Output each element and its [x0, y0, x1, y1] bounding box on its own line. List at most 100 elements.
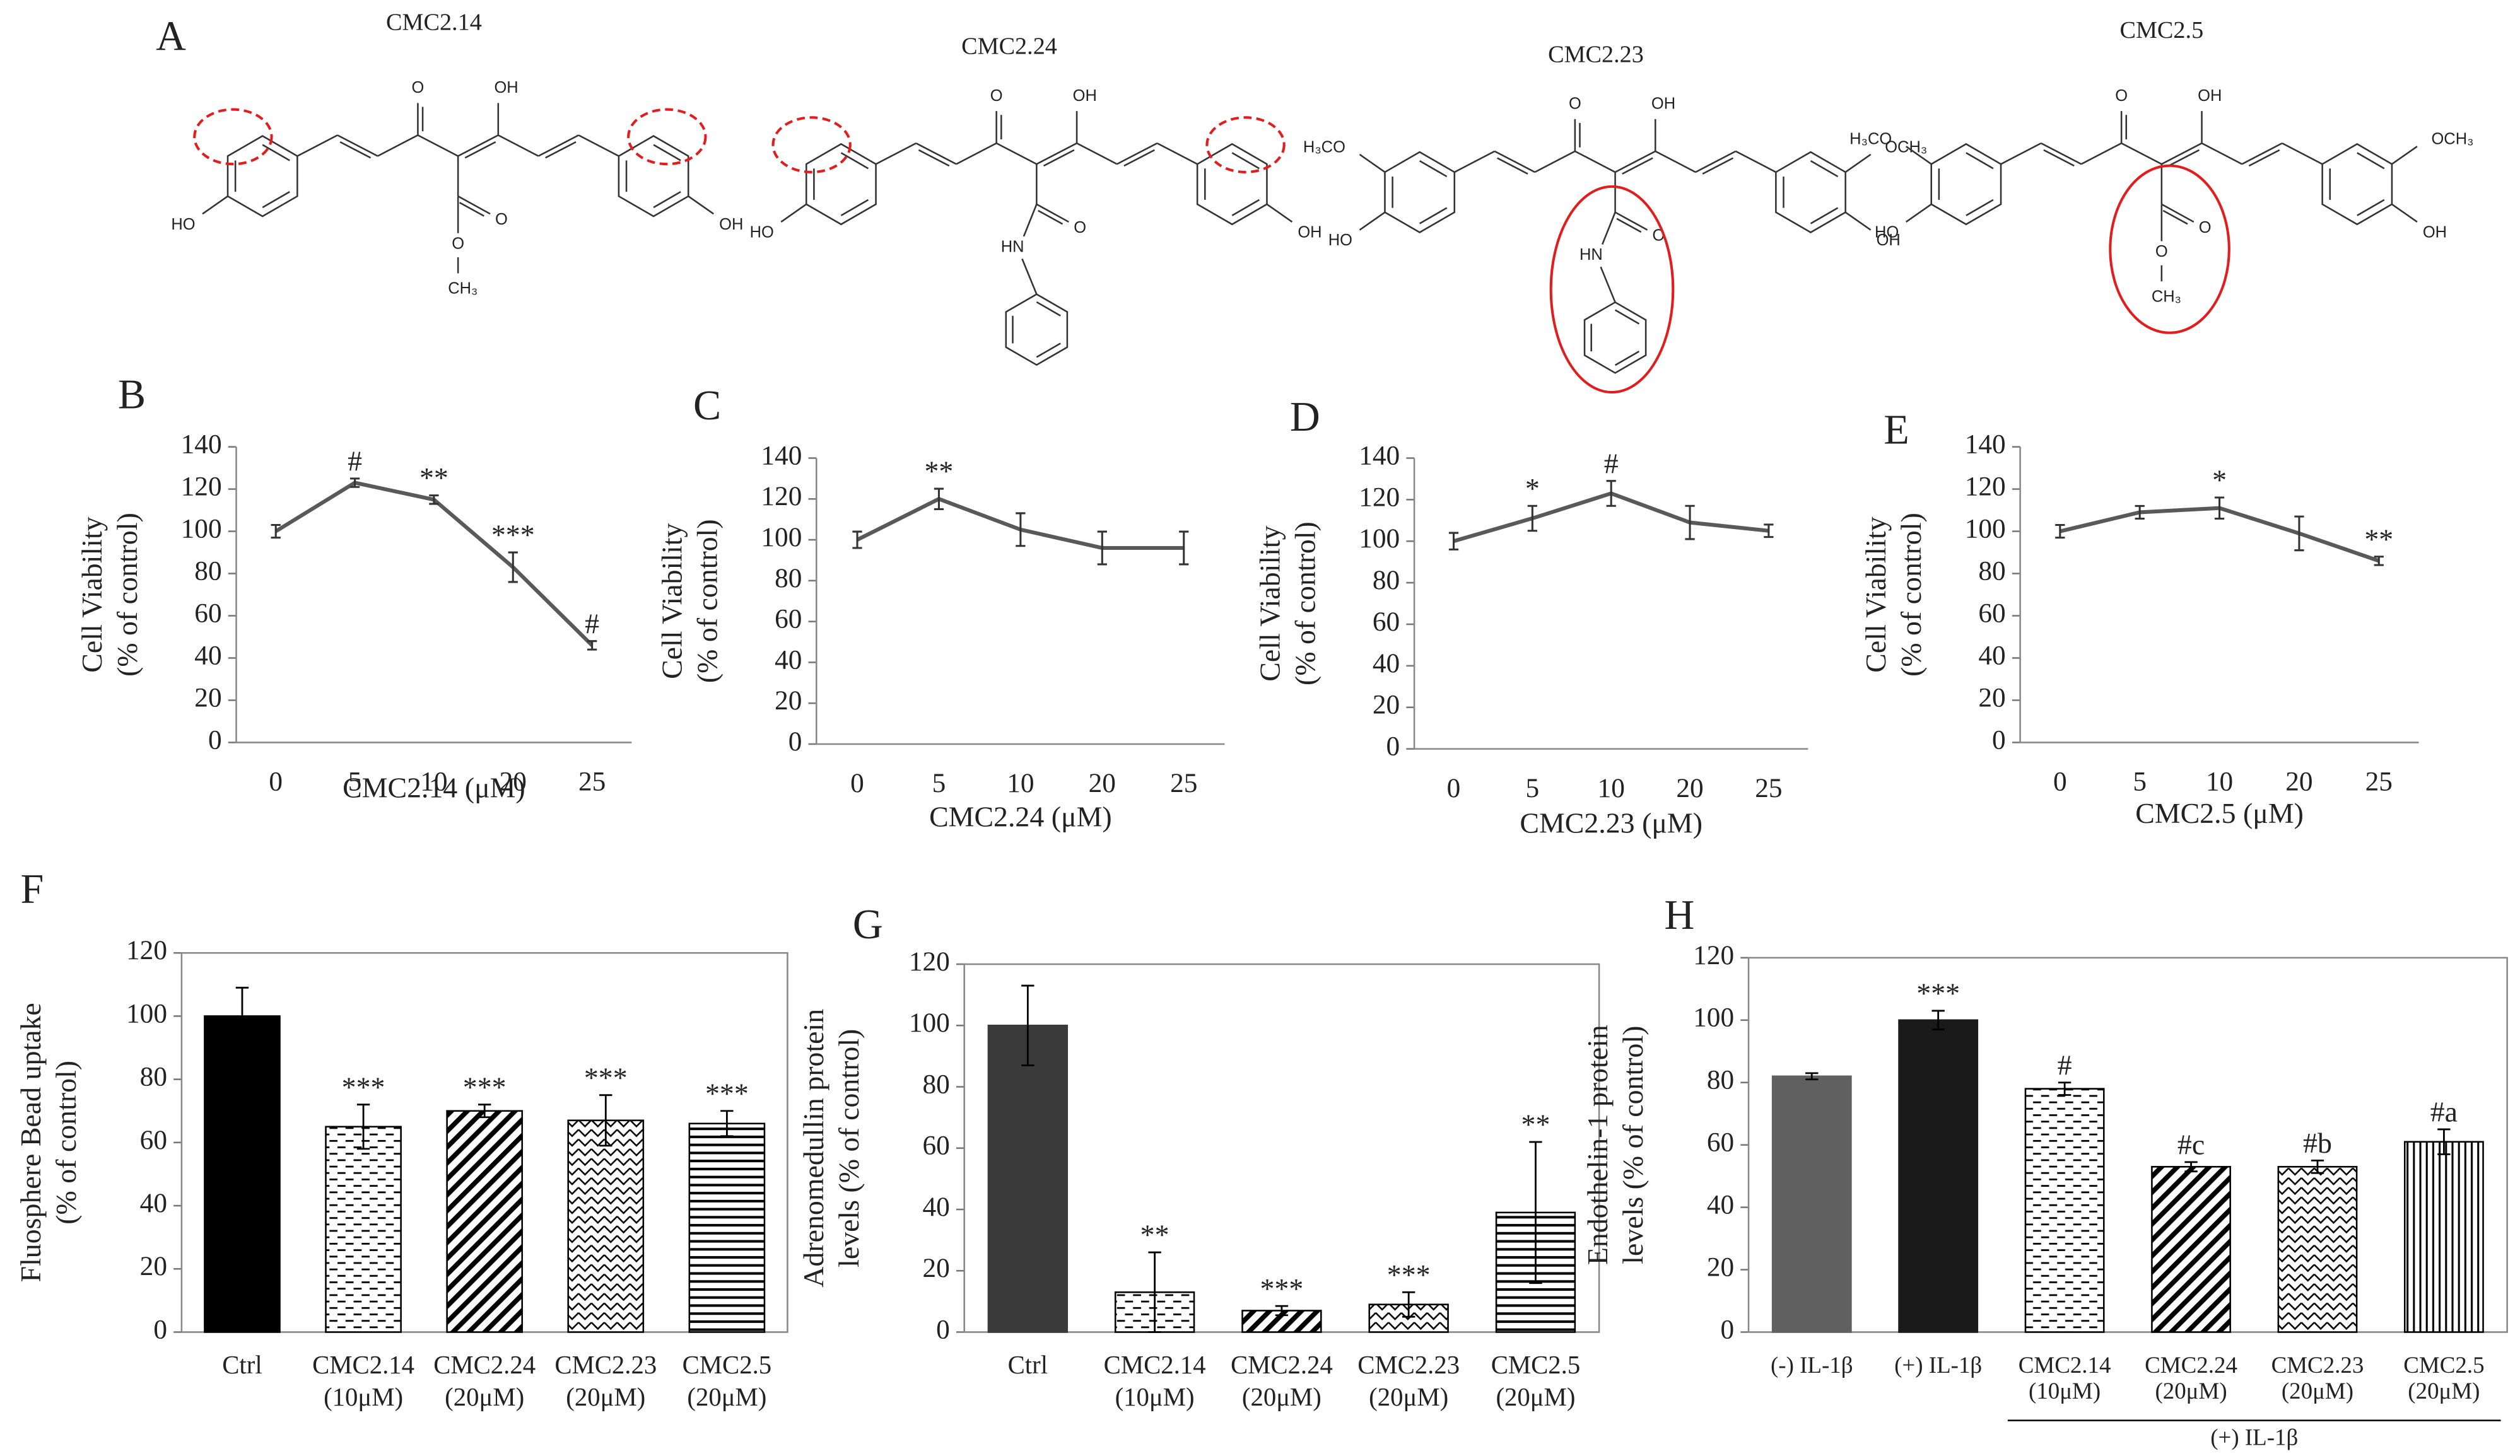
x-tick-label: (20μM) [2155, 1378, 2227, 1404]
atom-label: O [412, 79, 425, 96]
y-tick-label: 140 [1965, 429, 2006, 460]
atom-label: O [2199, 219, 2212, 236]
x-tick-label: (-) IL-1β [1771, 1352, 1853, 1378]
y-tick-label: 0 [153, 1314, 167, 1344]
line [274, 480, 594, 647]
atom-label: OH [2423, 224, 2447, 242]
x-tick-label: CMC2.24 [1231, 1351, 1333, 1379]
error-bar [1764, 523, 1774, 539]
bar [446, 1110, 523, 1333]
ring-bond [262, 144, 290, 161]
bond [498, 134, 539, 157]
bond [1695, 150, 1737, 173]
significance-label: # [348, 445, 362, 477]
error-bar [1021, 984, 1034, 1066]
x-tick-label: (20μM) [2282, 1378, 2353, 1404]
bond [1036, 142, 1077, 165]
ring [1930, 143, 2002, 226]
bond [956, 142, 997, 165]
atom-label: O [452, 235, 464, 252]
y-tick-label: 40 [1373, 648, 1400, 678]
x-tick-label: 5 [2133, 767, 2147, 797]
bond [2391, 203, 2418, 223]
error-bar [508, 551, 518, 583]
ring [2321, 143, 2393, 226]
significance-label: #a [2430, 1096, 2458, 1128]
significance-label: ** [1521, 1109, 1550, 1141]
significance-label: * [2212, 464, 2227, 496]
error-bar [478, 1104, 491, 1119]
error-bar [587, 640, 597, 651]
y-axis-label: (% of control) [50, 1061, 82, 1225]
y-tick-label: 60 [775, 604, 802, 634]
bond [1497, 157, 1528, 175]
bond [1844, 211, 1872, 231]
x-tick-label: CMC2.23 [1357, 1351, 1460, 1379]
significance-label: ** [1140, 1219, 1169, 1251]
bond [202, 195, 228, 215]
bond [459, 202, 484, 217]
x-tick-label: CMC2.23 [554, 1351, 657, 1379]
y-axis-label: levels (% of control) [1617, 1026, 1649, 1264]
bond [2161, 142, 2203, 165]
x-tick-label: 20 [1676, 773, 1703, 803]
y-tick-label: 80 [1707, 1065, 1734, 1095]
y-tick-label: 20 [775, 685, 802, 716]
error-bar [1529, 1141, 1542, 1284]
x-axis-label: CMC2.24 (μM) [929, 800, 1112, 832]
bond [688, 195, 714, 215]
x-tick-label: CMC2.5 [2403, 1352, 2484, 1378]
error-bar [271, 523, 281, 539]
bond [1123, 149, 1155, 167]
y-tick-label: 120 [1965, 472, 2006, 502]
bar [2151, 1166, 2231, 1333]
bond [1266, 203, 1293, 223]
bar [567, 1119, 645, 1333]
bond [2168, 149, 2200, 167]
error-bar [1097, 530, 1107, 566]
x-tick-label: 10 [420, 767, 447, 797]
bond [996, 142, 1037, 165]
bond [1614, 211, 1648, 231]
ring-bond [1036, 342, 1061, 358]
group-label: (+) IL-1β [2210, 1424, 2298, 1451]
bond [1036, 203, 1069, 223]
y-tick-label: 0 [208, 725, 222, 755]
ring-bond [1810, 207, 1839, 224]
significance-label: ** [2364, 523, 2393, 555]
bond [1655, 150, 1696, 173]
bar [2403, 1141, 2484, 1333]
y-tick-label: 100 [1693, 1003, 1734, 1033]
y-tick-label: 100 [181, 514, 222, 544]
error-bar [1016, 512, 1026, 547]
error-bar [2058, 1081, 2072, 1096]
y-tick-label: 0 [788, 726, 802, 757]
significance-label: *** [705, 1077, 749, 1109]
bond [875, 142, 917, 165]
x-tick-label: CMC2.14 [312, 1351, 414, 1379]
bond [2241, 142, 2283, 165]
bond [780, 203, 807, 223]
atom-label: OH [1877, 231, 1901, 249]
y-tick-label: 100 [126, 998, 167, 1028]
panel-letter: B [118, 371, 146, 417]
bond [2162, 209, 2188, 225]
bond [1359, 153, 1386, 173]
significance-label: #b [2303, 1127, 2332, 1159]
bond [1021, 259, 1038, 295]
ring [226, 135, 298, 218]
atom-label: O [1569, 95, 1581, 113]
bar [987, 1024, 1069, 1333]
bond [2121, 142, 2162, 165]
significance-label: ** [419, 462, 448, 494]
error-bar [599, 1094, 612, 1147]
panel-letter: G [853, 902, 883, 948]
bond [1116, 142, 1158, 165]
atom-label: HN [1001, 238, 1024, 255]
x-tick-label: 0 [1447, 773, 1461, 803]
y-axis-label: Cell Viability [1860, 516, 1892, 672]
y-tick-label: 80 [140, 1062, 167, 1092]
bond [1735, 150, 1776, 173]
y-tick-label: 100 [1965, 514, 2006, 544]
